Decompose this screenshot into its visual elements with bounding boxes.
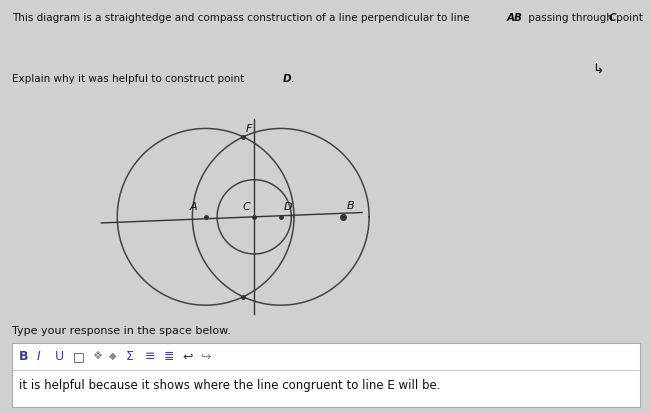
Text: B: B bbox=[347, 201, 355, 211]
Text: A: A bbox=[189, 202, 197, 212]
Text: This diagram is a straightedge and compass construction of a line perpendicular : This diagram is a straightedge and compa… bbox=[12, 13, 473, 23]
Text: it is helpful because it shows where the line congruent to line E will be.: it is helpful because it shows where the… bbox=[20, 379, 441, 392]
Text: .: . bbox=[617, 13, 620, 23]
Text: □: □ bbox=[74, 351, 85, 363]
Text: ◆: ◆ bbox=[109, 351, 117, 361]
Text: D: D bbox=[283, 202, 292, 212]
Text: C: C bbox=[609, 13, 616, 23]
Text: ≡: ≡ bbox=[145, 351, 156, 363]
Text: passing through point: passing through point bbox=[525, 13, 646, 23]
Text: ↳: ↳ bbox=[592, 63, 604, 77]
Text: F: F bbox=[246, 124, 252, 134]
Text: ❖: ❖ bbox=[92, 351, 102, 361]
Text: C: C bbox=[243, 202, 251, 212]
Text: U: U bbox=[55, 351, 64, 363]
Text: .: . bbox=[291, 74, 294, 84]
Text: D: D bbox=[283, 74, 292, 84]
Text: ≣: ≣ bbox=[164, 351, 174, 363]
Text: AB: AB bbox=[507, 13, 523, 23]
Text: Type your response in the space below.: Type your response in the space below. bbox=[12, 326, 230, 336]
Text: Explain why it was helpful to construct point: Explain why it was helpful to construct … bbox=[12, 74, 247, 84]
Text: Σ: Σ bbox=[126, 351, 134, 363]
Text: B: B bbox=[20, 351, 29, 363]
Text: ↩: ↩ bbox=[182, 351, 193, 363]
Text: ↪: ↪ bbox=[201, 351, 211, 363]
Text: I: I bbox=[37, 351, 40, 363]
